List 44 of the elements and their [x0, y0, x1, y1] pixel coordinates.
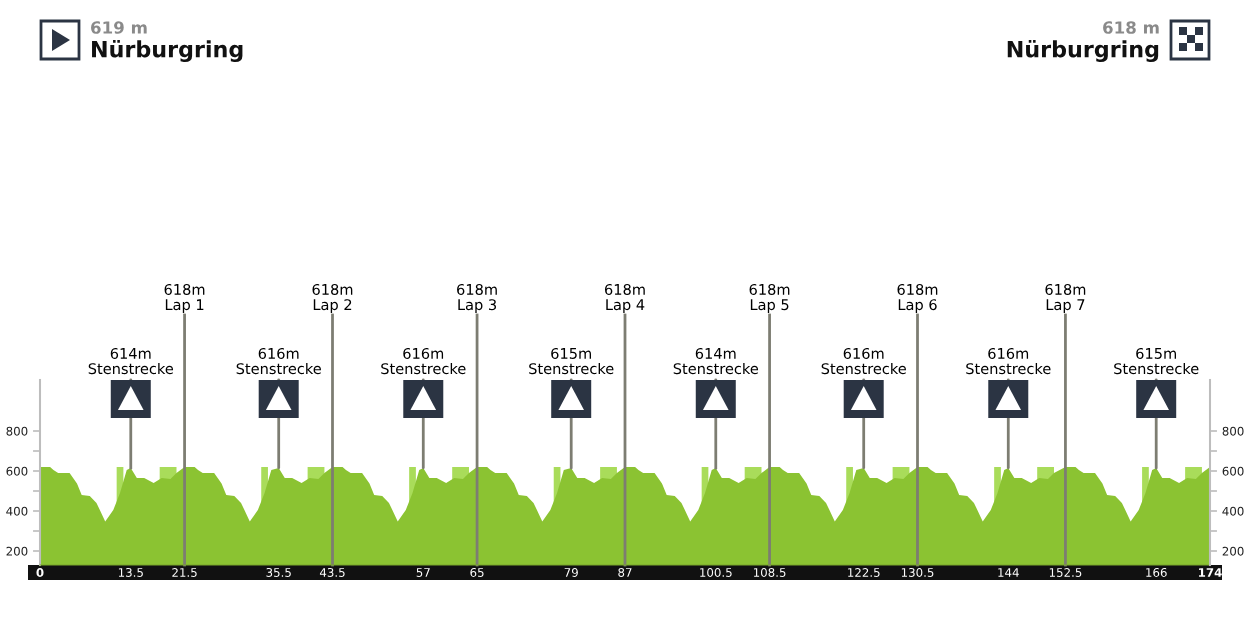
ref-line-label: 618m Lap 1 — [164, 283, 205, 313]
x-tick-label: 166 — [1146, 567, 1167, 577]
y2-tick-label: 400 — [1222, 506, 1244, 516]
y-tick-label: 200 — [6, 546, 28, 556]
ref-line-label: 618m Lap 4 — [605, 283, 645, 313]
x-tick-label: 35.5 — [266, 567, 291, 577]
annotation: 615m Stenstrecke — [1114, 347, 1199, 375]
annotation: 615m Stenstrecke — [529, 347, 614, 375]
annotation: 616m Stenstrecke — [966, 347, 1051, 375]
x-tick-label: 144 — [998, 568, 1019, 577]
annotation: 614m Stenstrecke — [673, 347, 759, 375]
ref-line-label: 618m Lap 2 — [312, 283, 353, 313]
annotation: 616m Stenstrecke — [236, 347, 321, 375]
annotation: 616m Stenstrecke — [381, 347, 466, 375]
x-tick-label: 0 — [36, 567, 44, 577]
x-tick-label: 57 — [416, 568, 430, 577]
x-tick-label: 21.5 — [172, 567, 197, 577]
ref-line-label: 618m Lap 7 — [1045, 283, 1086, 313]
x-tick-label: 65 — [470, 567, 484, 577]
text: 618 m — [1103, 21, 1159, 34]
x-tick-label: 130.5 — [901, 567, 934, 577]
ref-line-label: 618m Lap 5 — [749, 283, 790, 313]
x-tick-label: 152.5 — [1049, 567, 1082, 577]
annotation: 616m Stenstrecke — [821, 347, 906, 375]
x-tick-label: 122.5 — [848, 567, 880, 577]
ref-line-label: 618m Lap 3 — [457, 283, 497, 313]
x-tick-label: 174 — [1199, 568, 1222, 577]
y-tick-label: 800 — [6, 426, 28, 436]
ref-line-label: 618m Lap 6 — [897, 283, 938, 313]
text: Nürburgring — [1007, 40, 1159, 62]
x-tick-label: 79 — [564, 567, 578, 577]
y-tick-label: 400 — [6, 506, 28, 516]
y2-tick-label: 200 — [1222, 546, 1244, 556]
x-tick-label: 13.5 — [118, 567, 143, 577]
x-tick-label: 43.5 — [319, 567, 345, 577]
y2-tick-label: 800 — [1222, 426, 1244, 436]
y2-tick-label: 600 — [1222, 466, 1244, 476]
chart-title: Nürburgring — [92, 40, 243, 62]
x-tick-label: 108.5 — [753, 567, 786, 577]
annotation: 614m Stenstrecke — [88, 347, 174, 375]
x-tick-label: 87 — [618, 567, 632, 577]
x-tick-label: 100.5 — [700, 567, 732, 577]
y-tick-label: 600 — [6, 466, 28, 476]
chart-subtitle: 619 m — [91, 21, 147, 34]
